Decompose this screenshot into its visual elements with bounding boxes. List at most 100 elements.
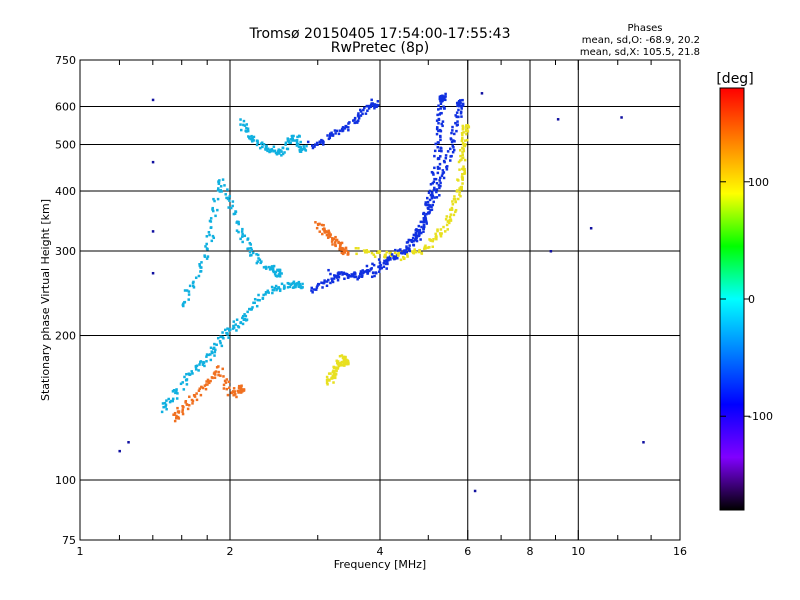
data-point	[459, 194, 462, 198]
data-point	[445, 165, 448, 169]
data-point	[268, 268, 272, 271]
data-point	[241, 390, 244, 393]
data-point	[417, 231, 420, 235]
data-point	[405, 245, 408, 248]
data-point	[426, 200, 430, 204]
data-point	[364, 270, 367, 273]
data-point	[187, 372, 191, 375]
data-point	[216, 336, 220, 340]
data-point	[440, 97, 443, 101]
data-point	[433, 154, 436, 158]
data-point	[226, 332, 229, 335]
data-point	[296, 135, 299, 139]
data-point	[261, 145, 264, 149]
data-point	[226, 197, 230, 201]
data-point	[438, 232, 442, 235]
data-point	[216, 189, 220, 192]
data-point	[345, 362, 349, 366]
data-point	[453, 132, 456, 136]
echo-points	[118, 92, 645, 493]
data-point	[459, 154, 462, 158]
data-point	[426, 196, 429, 200]
data-point	[118, 449, 121, 453]
data-point	[235, 395, 238, 399]
data-point	[422, 227, 426, 231]
data-point	[424, 244, 427, 248]
data-point	[342, 361, 346, 364]
data-point	[245, 318, 249, 321]
data-point	[389, 258, 392, 261]
data-point	[250, 138, 254, 142]
data-point	[187, 293, 191, 296]
chart-title: Tromsø 20150405 17:54:00-17:55:43	[249, 26, 511, 42]
data-point	[329, 134, 333, 137]
data-point	[205, 242, 208, 246]
data-point	[200, 266, 203, 269]
data-point	[325, 284, 329, 288]
data-point	[255, 143, 259, 147]
data-point	[408, 244, 411, 247]
data-point	[440, 122, 443, 126]
data-point	[264, 265, 267, 269]
data-point	[461, 143, 465, 146]
data-point	[192, 286, 196, 289]
data-point	[414, 250, 418, 254]
data-point	[268, 150, 271, 154]
x-tick-label: 6	[464, 545, 471, 558]
data-point	[262, 266, 266, 269]
data-point	[436, 229, 439, 233]
data-point	[198, 387, 202, 390]
data-point	[222, 336, 225, 340]
data-point	[176, 406, 179, 410]
data-point	[246, 238, 249, 241]
data-point	[336, 278, 340, 282]
y-tick-label: 500	[55, 139, 76, 152]
data-point	[340, 364, 344, 367]
data-point	[412, 239, 415, 243]
data-point	[464, 125, 468, 128]
data-point	[365, 251, 369, 254]
data-point	[362, 249, 366, 252]
data-point	[428, 198, 432, 202]
data-point	[424, 247, 427, 250]
data-point	[437, 118, 441, 122]
data-point	[330, 131, 333, 135]
data-point	[353, 272, 357, 275]
data-point	[383, 259, 386, 263]
data-point	[272, 270, 276, 274]
data-point	[191, 372, 194, 375]
data-point	[214, 370, 218, 373]
data-point	[321, 143, 325, 146]
data-point	[444, 156, 448, 160]
data-point	[404, 249, 408, 252]
data-point	[171, 397, 175, 401]
data-point	[361, 112, 364, 116]
data-point	[403, 249, 406, 252]
data-point	[353, 118, 356, 122]
data-point	[456, 178, 459, 181]
data-point	[410, 238, 413, 242]
data-point	[356, 119, 359, 123]
data-point	[438, 162, 442, 166]
data-point	[221, 331, 224, 334]
data-point	[336, 361, 339, 364]
data-point	[321, 139, 324, 143]
data-point	[330, 240, 334, 243]
data-point	[462, 165, 465, 168]
data-point	[326, 383, 329, 386]
data-point	[291, 137, 295, 141]
data-point	[173, 411, 177, 415]
data-point	[463, 158, 467, 162]
data-point	[389, 254, 393, 258]
data-point	[441, 169, 445, 172]
data-point	[228, 386, 231, 390]
data-point	[302, 147, 306, 150]
data-point	[385, 259, 388, 262]
series-group	[325, 354, 350, 386]
data-point	[246, 129, 250, 133]
data-point	[461, 156, 465, 160]
data-point	[373, 274, 376, 278]
data-point	[327, 268, 330, 272]
data-point	[449, 138, 453, 141]
data-point	[239, 321, 242, 325]
